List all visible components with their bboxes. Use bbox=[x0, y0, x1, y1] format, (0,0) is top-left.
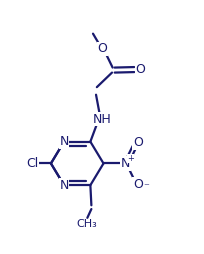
Text: N: N bbox=[59, 135, 68, 148]
Text: Cl: Cl bbox=[27, 157, 39, 170]
Text: ⁻: ⁻ bbox=[142, 182, 148, 192]
Text: N: N bbox=[121, 157, 130, 170]
Text: O: O bbox=[132, 136, 142, 149]
Text: NH: NH bbox=[93, 113, 111, 125]
Text: O: O bbox=[132, 178, 142, 191]
Text: O: O bbox=[97, 42, 107, 55]
Text: +: + bbox=[126, 154, 133, 163]
Text: O: O bbox=[135, 63, 145, 76]
Text: N: N bbox=[59, 179, 68, 192]
Text: CH₃: CH₃ bbox=[75, 219, 96, 229]
